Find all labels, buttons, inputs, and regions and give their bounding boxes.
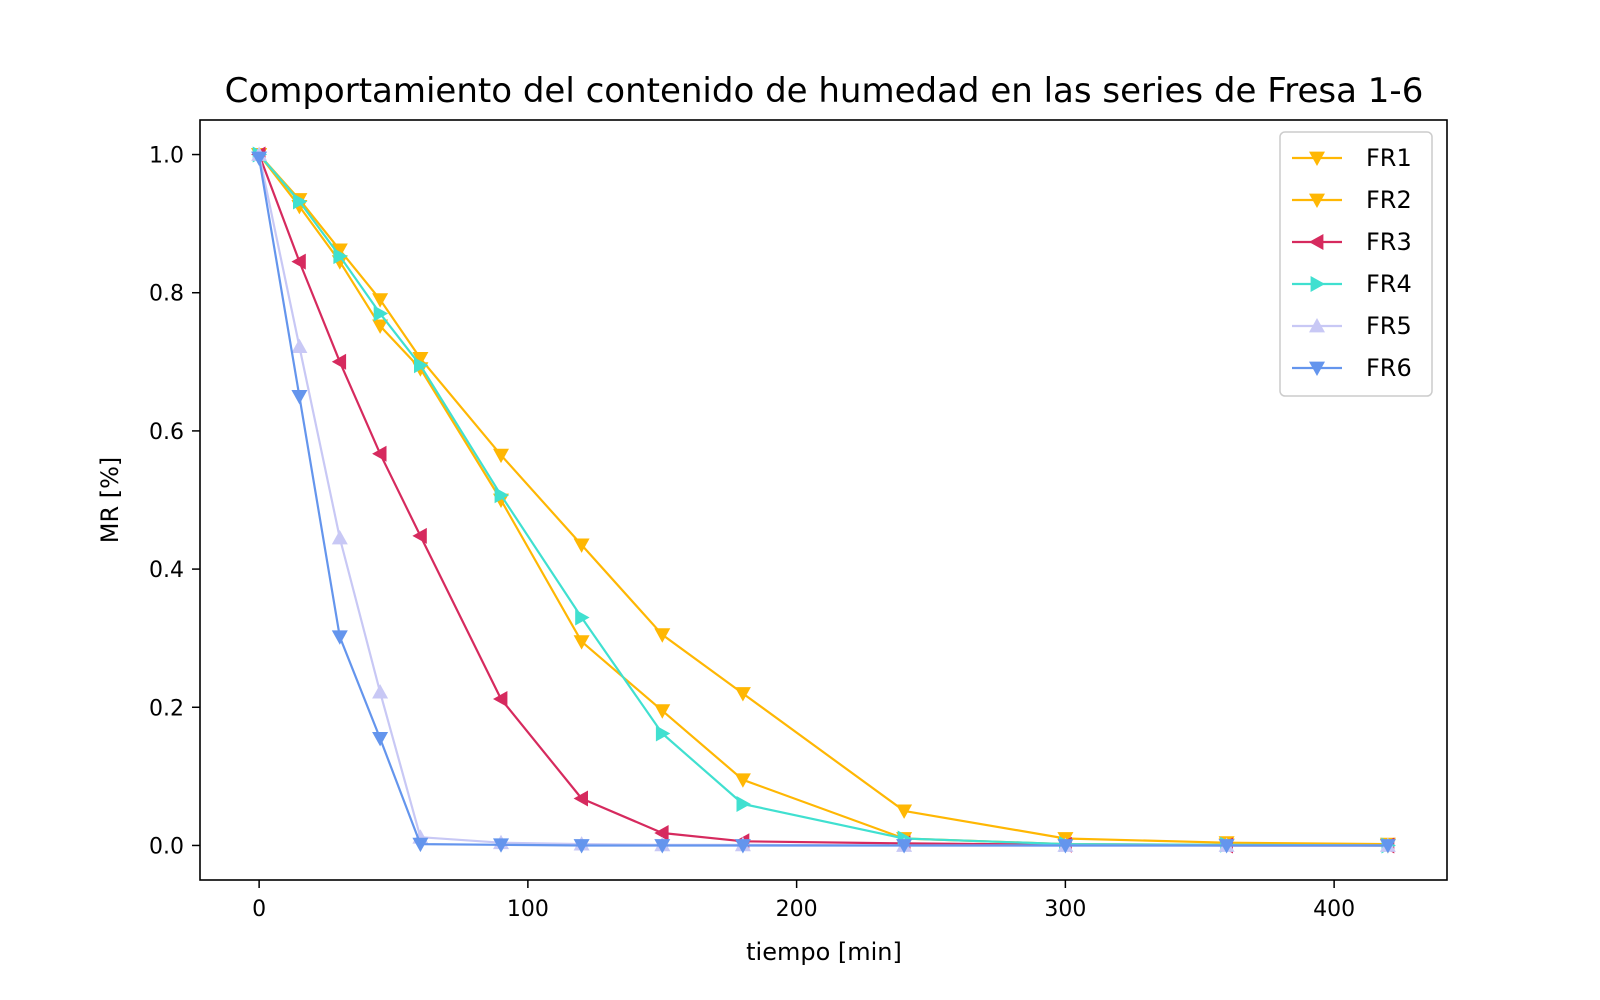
data-point	[575, 609, 590, 626]
data-point	[412, 527, 427, 544]
data-point	[372, 319, 389, 334]
data-point	[291, 253, 306, 270]
legend-marker	[1309, 151, 1325, 166]
data-point	[493, 691, 508, 707]
data-point	[654, 839, 671, 854]
legend-marker	[1309, 318, 1325, 333]
data-point	[291, 338, 308, 353]
legend-marker	[1309, 234, 1324, 250]
legend-label: FR3	[1366, 228, 1412, 256]
data-point	[412, 352, 429, 367]
series-fr1	[251, 148, 1396, 853]
x-tick-label: 100	[507, 897, 549, 922]
plot-area	[251, 146, 1396, 854]
legend-label: FR6	[1366, 354, 1412, 382]
data-point	[654, 704, 671, 719]
data-point	[373, 305, 389, 322]
data-point	[372, 445, 387, 462]
data-point	[331, 243, 348, 258]
data-point	[734, 687, 751, 702]
data-point	[372, 684, 389, 699]
y-tick-label: 0.0	[149, 834, 184, 859]
data-point	[493, 448, 509, 464]
series-line	[258, 157, 1388, 847]
data-point	[734, 839, 751, 854]
data-point	[655, 725, 671, 742]
legend-marker	[1310, 276, 1325, 292]
legend-label: FR1	[1366, 144, 1412, 172]
legend-entry: FR1	[1292, 144, 1412, 172]
series-fr2	[251, 148, 1396, 854]
data-point	[1218, 839, 1235, 854]
data-point	[573, 635, 590, 650]
y-axis-label: MR [%]	[96, 457, 124, 544]
x-axis-label: tiempo [min]	[746, 938, 902, 966]
legend-entry: FR5	[1292, 312, 1412, 340]
data-point	[331, 353, 347, 370]
y-tick-label: 0.2	[149, 696, 184, 721]
data-point	[1057, 839, 1074, 854]
chart-title: Comportamiento del contenido de humedad …	[225, 71, 1424, 111]
data-point	[372, 732, 389, 747]
series-line	[258, 153, 1388, 847]
y-tick-label: 1.0	[149, 144, 184, 169]
y-axis: 0.0 0.2 0.4 0.6 0.8 1.0	[149, 144, 200, 859]
series-line	[258, 154, 1388, 847]
data-point	[372, 293, 389, 308]
legend-entry: FR3	[1292, 228, 1412, 256]
x-axis: 0 100 200 300 400	[252, 880, 1355, 922]
data-point	[291, 390, 308, 405]
series-line	[258, 153, 1388, 847]
legend-label: FR5	[1366, 312, 1412, 340]
data-point	[333, 248, 348, 265]
x-tick-label: 300	[1044, 897, 1086, 922]
data-point	[494, 487, 509, 504]
series-fr3	[251, 146, 1395, 854]
data-point	[736, 796, 751, 812]
data-point	[896, 839, 913, 854]
series-fr6	[251, 151, 1396, 854]
series-line	[258, 154, 1388, 847]
data-point	[331, 530, 348, 545]
data-point	[734, 773, 751, 788]
data-point	[251, 151, 268, 166]
data-point	[654, 628, 671, 643]
series-fr5	[251, 146, 1396, 852]
data-point	[493, 838, 509, 853]
legend-label: FR2	[1366, 186, 1412, 214]
series-line	[258, 153, 1388, 846]
data-point	[414, 357, 429, 374]
legend-entry: FR6	[1292, 354, 1412, 382]
series-fr4	[252, 146, 1396, 854]
x-tick-label: 400	[1313, 897, 1355, 922]
data-point	[573, 538, 590, 553]
plot-frame	[199, 119, 1448, 881]
y-tick-label: 0.8	[149, 282, 184, 307]
data-point	[412, 837, 429, 853]
legend-label: FR4	[1366, 270, 1412, 298]
y-tick-label: 0.4	[149, 558, 184, 583]
data-point	[293, 193, 308, 210]
data-point	[1379, 839, 1396, 854]
y-tick-label: 0.6	[149, 420, 184, 445]
legend-entry: FR4	[1292, 270, 1412, 298]
legend-marker	[1309, 193, 1325, 208]
data-point	[331, 630, 348, 645]
legend-entry: FR2	[1292, 186, 1412, 214]
legend-marker	[1309, 361, 1325, 376]
legend: FR1 FR2 FR3 FR4 FR5 FR6	[1279, 131, 1433, 397]
data-point	[896, 804, 913, 819]
data-point	[573, 790, 588, 807]
x-tick-label: 0	[252, 897, 266, 922]
data-point	[654, 825, 669, 841]
data-point	[573, 839, 590, 854]
x-tick-label: 200	[776, 897, 818, 922]
